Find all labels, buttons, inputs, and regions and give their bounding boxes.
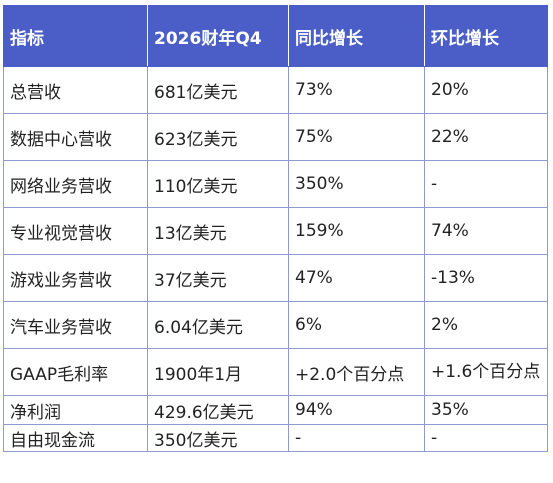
metric-value-cell: 429.6亿美元 [147, 395, 289, 425]
yoy-growth-cell: 75% [288, 113, 425, 161]
metric-value-cell: 13亿美元 [147, 207, 289, 255]
qoq-growth-cell: 35% [424, 395, 548, 425]
qoq-growth-cell: 2% [424, 301, 548, 349]
column-header-metric: 指标 [3, 5, 148, 67]
metric-name-cell: 总营收 [3, 66, 148, 114]
qoq-growth-cell: -13% [424, 254, 548, 302]
yoy-growth-cell: +2.0个百分点 [288, 348, 425, 396]
yoy-growth-cell: - [288, 424, 425, 452]
metric-value-cell: 110亿美元 [147, 160, 289, 208]
metric-name-cell: 自由现金流 [3, 424, 148, 452]
yoy-growth-cell: 73% [288, 66, 425, 114]
table-row: 汽车业务营收 6.04亿美元 6% 2% [3, 301, 548, 349]
table-row: 游戏业务营收 37亿美元 47% -13% [3, 254, 548, 302]
metric-value-cell: 623亿美元 [147, 113, 289, 161]
yoy-growth-cell: 6% [288, 301, 425, 349]
yoy-growth-cell: 159% [288, 207, 425, 255]
table-row: 网络业务营收 110亿美元 350% - [3, 160, 548, 208]
table-row: GAAP毛利率 1900年1月 +2.0个百分点 +1.6个百分点 [3, 348, 548, 396]
table-row: 净利润 429.6亿美元 94% 35% [3, 395, 548, 425]
yoy-growth-cell: 94% [288, 395, 425, 425]
column-header-qoq-growth: 环比增长 [424, 5, 548, 67]
qoq-growth-cell: - [424, 160, 548, 208]
table-row: 总营收 681亿美元 73% 20% [3, 66, 548, 114]
metric-value-cell: 6.04亿美元 [147, 301, 289, 349]
metric-value-cell: 1900年1月 [147, 348, 289, 396]
column-header-fy2026-q4: 2026财年Q4 [147, 5, 289, 67]
qoq-growth-cell: 20% [424, 66, 548, 114]
table-header-row: 指标 2026财年Q4 同比增长 环比增长 [3, 5, 548, 67]
qoq-growth-cell: - [424, 424, 548, 452]
yoy-growth-cell: 350% [288, 160, 425, 208]
metric-value-cell: 681亿美元 [147, 66, 289, 114]
table-row: 自由现金流 350亿美元 - - [3, 424, 548, 452]
table-row: 数据中心营收 623亿美元 75% 22% [3, 113, 548, 161]
metric-name-cell: 净利润 [3, 395, 148, 425]
column-header-yoy-growth: 同比增长 [288, 5, 425, 67]
qoq-growth-cell: 22% [424, 113, 548, 161]
metric-name-cell: 专业视觉营收 [3, 207, 148, 255]
metric-name-cell: 网络业务营收 [3, 160, 148, 208]
financial-metrics-table: 指标 2026财年Q4 同比增长 环比增长 总营收 681亿美元 73% 20%… [3, 5, 548, 452]
table-row: 专业视觉营收 13亿美元 159% 74% [3, 207, 548, 255]
qoq-growth-cell: 74% [424, 207, 548, 255]
metric-value-cell: 37亿美元 [147, 254, 289, 302]
metric-name-cell: GAAP毛利率 [3, 348, 148, 396]
metric-name-cell: 汽车业务营收 [3, 301, 148, 349]
metric-value-cell: 350亿美元 [147, 424, 289, 452]
qoq-growth-cell: +1.6个百分点 [424, 348, 548, 396]
yoy-growth-cell: 47% [288, 254, 425, 302]
metric-name-cell: 数据中心营收 [3, 113, 148, 161]
metric-name-cell: 游戏业务营收 [3, 254, 148, 302]
